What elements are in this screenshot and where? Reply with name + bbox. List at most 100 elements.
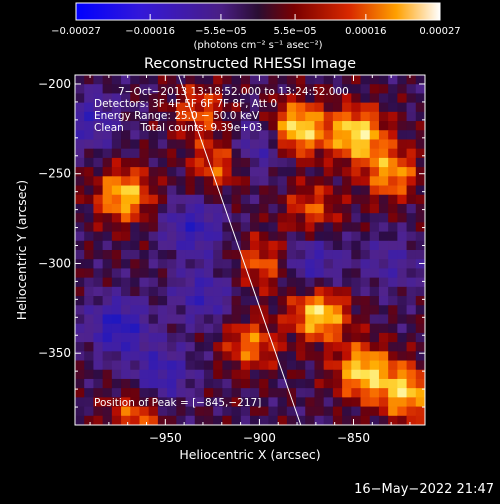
- heatmap-cell: [232, 176, 242, 186]
- heatmap-cell: [121, 342, 131, 352]
- heatmap-cell: [213, 204, 223, 214]
- heatmap-cell: [342, 278, 352, 288]
- heatmap-cell: [195, 379, 205, 389]
- heatmap-cell: [213, 213, 223, 223]
- heatmap-cell: [333, 324, 343, 334]
- heatmap-cell: [333, 342, 343, 352]
- heatmap-cell: [103, 268, 113, 278]
- heatmap-cell: [176, 370, 186, 380]
- heatmap-cell: [314, 121, 324, 131]
- heatmap-cell: [278, 351, 288, 361]
- heatmap-cell: [314, 232, 324, 242]
- heatmap-cell: [361, 314, 371, 324]
- heatmap-cell: [407, 149, 417, 159]
- heatmap-cell: [379, 195, 389, 205]
- heatmap-cell: [195, 167, 205, 177]
- heatmap-cell: [416, 296, 426, 306]
- heatmap-cell: [149, 379, 159, 389]
- heatmap-cell: [407, 75, 417, 85]
- heatmap-cell: [167, 305, 177, 315]
- heatmap-cell: [241, 287, 251, 297]
- heatmap-cell: [213, 241, 223, 251]
- heatmap-cell: [351, 130, 361, 140]
- heatmap-cell: [204, 287, 214, 297]
- heatmap-cell: [287, 416, 297, 426]
- heatmap-cell: [397, 195, 407, 205]
- heatmap-cell: [342, 333, 352, 343]
- heatmap-cell: [361, 139, 371, 149]
- heatmap-cell: [75, 204, 85, 214]
- heatmap-cell: [397, 324, 407, 334]
- heatmap-cell: [250, 370, 260, 380]
- heatmap-cell: [158, 351, 168, 361]
- heatmap-cell: [167, 361, 177, 371]
- heatmap-cell: [370, 158, 380, 168]
- heatmap-cell: [158, 75, 168, 85]
- heatmap-cell: [93, 204, 103, 214]
- heatmap-cell: [324, 342, 334, 352]
- heatmap-cell: [278, 333, 288, 343]
- heatmap-cell: [379, 176, 389, 186]
- heatmap-cell: [84, 407, 94, 417]
- heatmap-cell: [75, 305, 85, 315]
- heatmap-cell: [259, 278, 269, 288]
- heatmap-cell: [103, 241, 113, 251]
- heatmap-cell: [397, 342, 407, 352]
- heatmap-cell: [324, 195, 334, 205]
- heatmap-cell: [149, 351, 159, 361]
- heatmap-cell: [333, 195, 343, 205]
- heatmap-cell: [305, 121, 315, 131]
- heatmap-cell: [112, 379, 122, 389]
- heatmap-cell: [84, 287, 94, 297]
- heatmap-cell: [361, 186, 371, 196]
- heatmap-cell: [186, 259, 196, 269]
- heatmap-cell: [351, 158, 361, 168]
- heatmap-cell: [241, 149, 251, 159]
- heatmap-cell: [361, 103, 371, 113]
- heatmap-cell: [268, 222, 278, 232]
- heatmap-cell: [84, 167, 94, 177]
- heatmap-cell: [139, 296, 149, 306]
- heatmap-cell: [407, 361, 417, 371]
- heatmap-cell: [370, 268, 380, 278]
- heatmap-cell: [397, 379, 407, 389]
- heatmap-cell: [103, 324, 113, 334]
- heatmap-cell: [186, 314, 196, 324]
- heatmap-cell: [75, 250, 85, 260]
- heatmap-cell: [278, 259, 288, 269]
- heatmap-cell: [121, 241, 131, 251]
- heatmap-cell: [75, 186, 85, 196]
- heatmap-cell: [397, 241, 407, 251]
- heatmap-cell: [259, 351, 269, 361]
- heatmap-cell: [75, 379, 85, 389]
- heatmap-cell: [241, 351, 251, 361]
- heatmap-cell: [204, 204, 214, 214]
- heatmap-cell: [93, 158, 103, 168]
- heatmap-cell: [388, 167, 398, 177]
- heatmap-cell: [407, 130, 417, 140]
- heatmap-cell: [416, 407, 426, 417]
- heatmap-cell: [241, 416, 251, 426]
- heatmap-cell: [121, 379, 131, 389]
- heatmap-cell: [112, 287, 122, 297]
- heatmap-cell: [158, 379, 168, 389]
- heatmap-cell: [149, 250, 159, 260]
- heatmap-cell: [204, 416, 214, 426]
- heatmap-cell: [361, 379, 371, 389]
- heatmap-cell: [324, 176, 334, 186]
- heatmap-cell: [158, 222, 168, 232]
- heatmap-cell: [103, 314, 113, 324]
- heatmap-cell: [195, 314, 205, 324]
- heatmap-cell: [370, 397, 380, 407]
- heatmap-cell: [296, 342, 306, 352]
- heatmap-cell: [103, 167, 113, 177]
- heatmap-cell: [324, 388, 334, 398]
- heatmap-cell: [388, 112, 398, 122]
- heatmap-cell: [204, 361, 214, 371]
- heatmap-cell: [379, 158, 389, 168]
- heatmap-cell: [103, 176, 113, 186]
- heatmap-cell: [222, 268, 232, 278]
- heatmap-cell: [287, 130, 297, 140]
- heatmap-cell: [259, 268, 269, 278]
- heatmap-cell: [241, 222, 251, 232]
